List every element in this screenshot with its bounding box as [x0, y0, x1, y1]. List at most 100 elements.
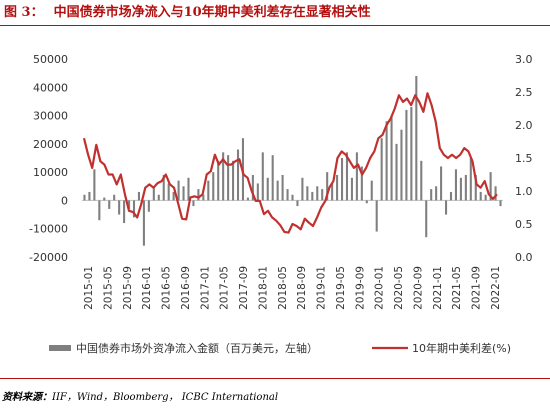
y-left-tick-label: -10000 — [29, 223, 68, 236]
y-left-tick-label: -20000 — [29, 251, 68, 264]
bar — [405, 109, 408, 201]
x-tick-label: 2019-01 — [316, 266, 328, 310]
bar — [311, 191, 314, 201]
bar — [296, 200, 299, 207]
bar — [197, 189, 200, 201]
y-left-tick-label: 40000 — [33, 81, 68, 94]
bar — [207, 180, 210, 201]
bar — [132, 200, 136, 218]
bar — [83, 194, 86, 201]
y-right-tick-label: 1.0 — [515, 185, 533, 198]
y-right-tick-label: 2.5 — [515, 86, 533, 99]
bar — [301, 177, 304, 201]
y-left-tick-label: 20000 — [33, 138, 68, 151]
x-tick-label: 2020-05 — [393, 266, 405, 310]
x-tick-label: 2022-01 — [490, 266, 502, 310]
figure-label: 图 3： — [4, 5, 44, 20]
bar — [118, 200, 121, 215]
bar — [400, 129, 403, 201]
x-tick-label: 2015-05 — [102, 266, 114, 310]
bar — [286, 189, 289, 201]
bar — [385, 121, 388, 201]
bar — [380, 138, 383, 201]
x-tick-label: 2020-09 — [412, 266, 424, 310]
bar — [365, 200, 368, 204]
footer-divider — [0, 378, 550, 379]
bar — [415, 75, 418, 201]
bar — [202, 194, 205, 201]
x-tick-label: 2016-05 — [161, 266, 173, 310]
bar — [147, 200, 150, 212]
x-tick-label: 2016-09 — [180, 266, 192, 310]
bar — [222, 152, 225, 201]
y-right-tick-label: 2.0 — [515, 119, 533, 132]
bar — [123, 200, 126, 224]
bar — [440, 166, 443, 201]
x-tick-label: 2016-01 — [141, 266, 153, 310]
bar — [276, 180, 279, 201]
chart-title: 图 3： 中国债券市场净流入与10年期中美利差存在显著相关性 — [4, 2, 544, 24]
y-left-tick-label: 0 — [61, 194, 68, 207]
x-tick-label: 2021-05 — [451, 266, 463, 310]
x-tick-label: 2018-05 — [277, 266, 289, 310]
y-left-tick-label: 50000 — [33, 53, 68, 66]
bar — [98, 200, 101, 221]
bar — [459, 177, 462, 201]
bar — [410, 107, 413, 201]
bar — [395, 143, 398, 201]
bar — [167, 183, 170, 201]
bar — [152, 186, 155, 201]
bar — [449, 191, 453, 201]
bar — [281, 174, 284, 201]
bar — [212, 172, 215, 201]
bar — [271, 155, 274, 201]
x-tick-label: 2021-01 — [432, 266, 444, 310]
x-tick-label: 2017-09 — [238, 266, 250, 310]
bar — [355, 152, 358, 201]
x-tick-label: 2020-01 — [374, 266, 386, 310]
bar — [454, 169, 457, 201]
bar — [326, 172, 329, 201]
bar — [187, 177, 190, 201]
y-right-tick-label: 0.0 — [515, 251, 533, 264]
x-tick-label: 2021-09 — [471, 266, 483, 310]
x-tick-label: 2018-01 — [257, 266, 269, 310]
legend-bar-label: 中国债券市场外资净流入金额（百万美元，左轴） — [76, 341, 318, 355]
bar — [157, 194, 160, 201]
bar — [182, 186, 185, 201]
bar — [113, 194, 116, 201]
bar — [88, 191, 91, 201]
bar — [177, 180, 180, 201]
source-note: 资料来源：IIF，Wind，Bloomberg， ICBC Internatio… — [2, 388, 278, 403]
bar — [232, 160, 235, 201]
bar — [474, 174, 477, 201]
bar — [192, 200, 195, 207]
bar — [251, 174, 254, 201]
y-right-tick-label: 3.0 — [515, 53, 533, 66]
bar — [162, 174, 165, 201]
bar — [261, 152, 264, 201]
legend-line-label: 10年期中美利差(%) — [412, 341, 511, 355]
x-tick-label: 2015-09 — [122, 266, 134, 310]
bar — [479, 191, 482, 201]
x-tick-label: 2015-01 — [83, 266, 95, 310]
bar — [340, 158, 344, 201]
bar — [236, 149, 240, 201]
bar — [321, 189, 324, 201]
bar — [435, 186, 438, 201]
bar — [291, 194, 294, 201]
bar — [227, 155, 230, 201]
bar — [469, 158, 472, 201]
x-tick-label: 2019-05 — [335, 266, 347, 310]
bar — [108, 200, 111, 209]
bar — [350, 177, 353, 201]
bar — [217, 160, 220, 201]
bar — [360, 166, 363, 201]
bar — [345, 152, 349, 201]
bar — [489, 172, 492, 201]
bar — [494, 186, 497, 201]
title-divider — [0, 25, 550, 26]
source-label: 资料来源： — [2, 392, 52, 403]
y-left-tick-label: 30000 — [33, 110, 68, 123]
bar — [266, 177, 269, 201]
